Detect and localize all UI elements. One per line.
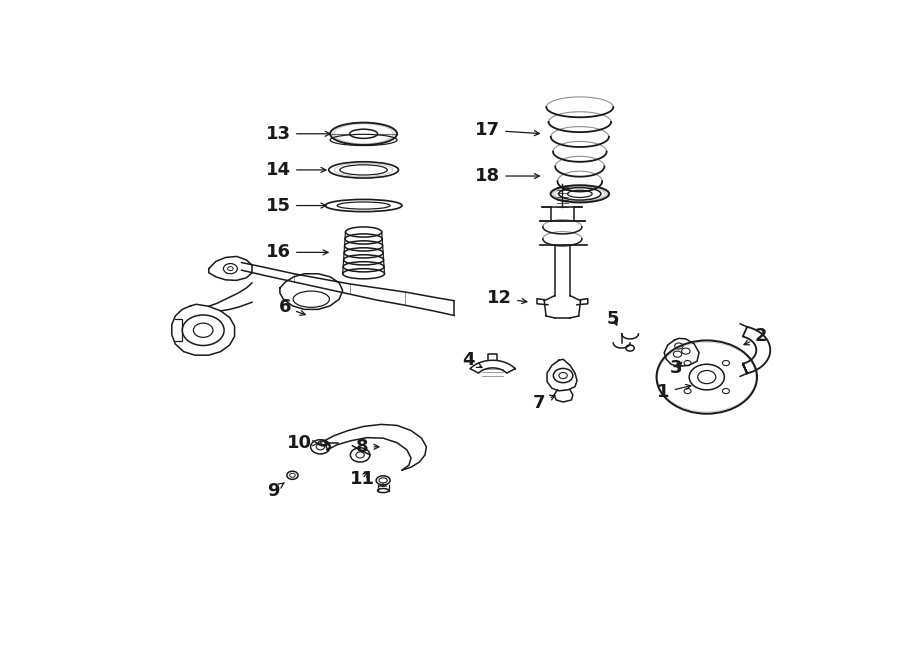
Text: 5: 5	[608, 309, 619, 328]
Text: 7: 7	[533, 393, 555, 412]
Text: 17: 17	[475, 121, 539, 139]
Text: 13: 13	[266, 125, 330, 143]
Text: 8: 8	[356, 438, 379, 456]
Text: 1: 1	[657, 383, 691, 401]
Text: 12: 12	[487, 289, 526, 307]
Text: 9: 9	[266, 482, 284, 500]
Text: 18: 18	[475, 167, 539, 185]
Text: 2: 2	[744, 327, 768, 345]
Text: 15: 15	[266, 196, 326, 215]
Text: 3: 3	[670, 360, 682, 377]
Text: 14: 14	[266, 161, 326, 179]
Text: 4: 4	[462, 351, 482, 369]
Text: 6: 6	[278, 298, 305, 317]
Text: 10: 10	[287, 434, 318, 452]
Text: 11: 11	[350, 470, 374, 488]
Text: 16: 16	[266, 243, 328, 261]
